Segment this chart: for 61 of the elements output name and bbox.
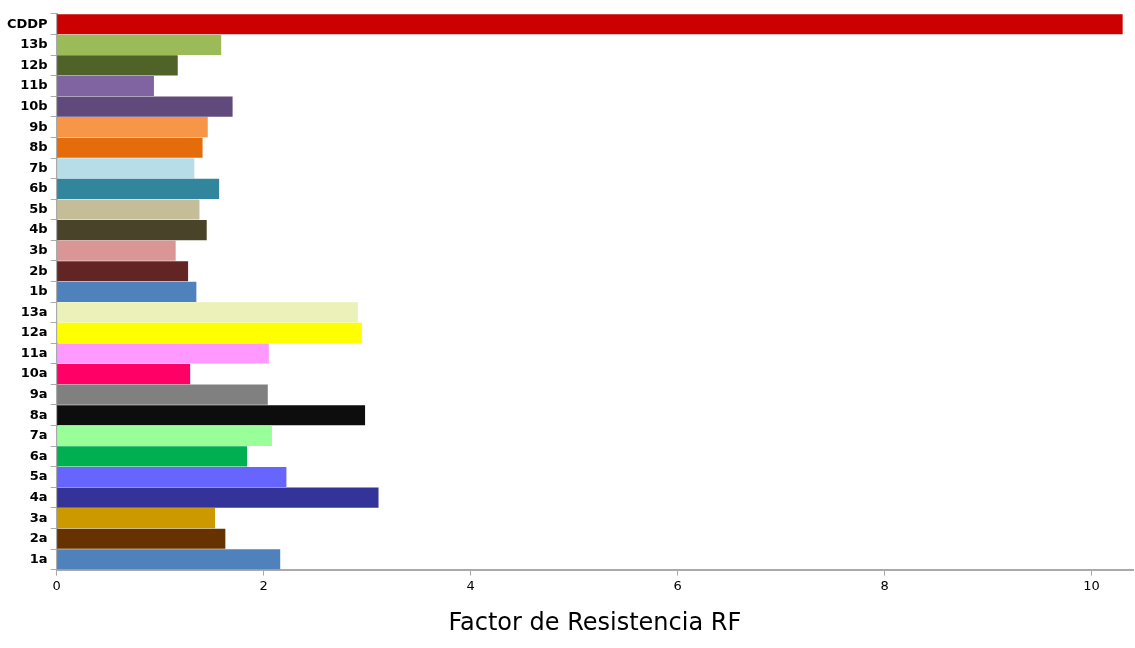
y-tick-label: 1b (29, 283, 48, 299)
x-axis-title: Factor de Resistencia RF (448, 607, 742, 636)
y-tick-label: 5a (29, 468, 48, 484)
y-tick-label: 13b (20, 36, 48, 52)
bar (57, 508, 215, 529)
bar (57, 158, 195, 179)
bar (57, 261, 189, 282)
bar (57, 466, 287, 488)
x-tick-label: 0 (52, 577, 61, 593)
x-tick-label: 8 (880, 577, 889, 593)
bar (57, 178, 220, 199)
y-tick-label: 7b (29, 159, 48, 175)
x-tick-label: 6 (673, 577, 682, 593)
bar (57, 34, 222, 55)
y-tick-label: 12a (20, 324, 48, 340)
bar (57, 96, 233, 117)
x-tick-label: 4 (466, 577, 475, 593)
y-tick-label: 2b (29, 262, 48, 278)
bar (57, 322, 362, 344)
bar (57, 343, 269, 364)
bar (57, 137, 203, 158)
bar (57, 528, 226, 549)
bar (57, 55, 178, 76)
y-tick-label: 10b (20, 97, 48, 113)
y-tick-label: CDDP (6, 15, 48, 31)
bar (57, 14, 1123, 35)
x-tick-label: 2 (259, 577, 268, 593)
bar (57, 384, 268, 405)
y-tick-label: 4a (29, 488, 48, 504)
y-tick-label: 6b (29, 180, 48, 196)
bar (57, 199, 200, 220)
bar (57, 425, 272, 446)
y-tick-label: 9b (29, 118, 48, 134)
y-tick-label: 1a (29, 550, 48, 566)
bar (57, 446, 248, 467)
bar (57, 219, 207, 241)
y-tick-label: 7a (29, 427, 48, 443)
y-tick-label: 3a (29, 509, 48, 525)
bar (57, 117, 208, 138)
y-tick-label: 10a (20, 365, 48, 381)
bar (57, 281, 197, 302)
y-tick-label: 8a (29, 406, 48, 422)
bar (57, 487, 379, 508)
y-tick-label: 8b (29, 139, 48, 155)
bar (57, 364, 191, 385)
x-tick-label: 10 (1083, 577, 1100, 593)
y-tick-label: 9a (29, 386, 48, 402)
y-tick-label: 2a (29, 530, 48, 546)
y-tick-label: 6a (29, 447, 48, 463)
y-tick-label: 5b (29, 200, 48, 216)
y-tick-label: 4b (29, 221, 48, 237)
y-tick-label: 11b (20, 77, 48, 93)
y-tick-label: 12b (20, 56, 48, 72)
bar (57, 405, 366, 426)
bar (57, 240, 176, 261)
y-tick-label: 3b (29, 242, 48, 258)
bar (57, 75, 154, 97)
bar (57, 549, 281, 570)
y-tick-label: 13a (20, 303, 48, 319)
y-tick-label: 11a (20, 344, 48, 360)
bar (57, 302, 358, 323)
